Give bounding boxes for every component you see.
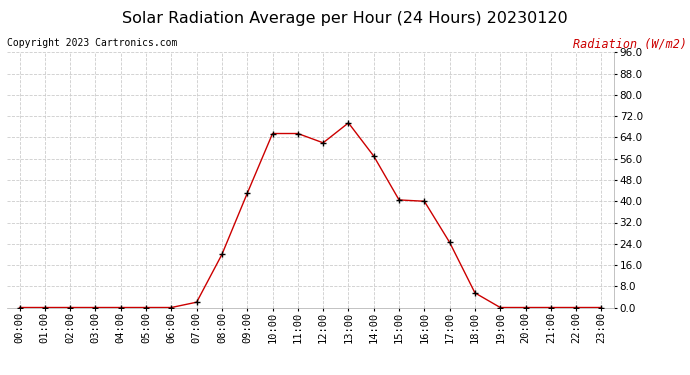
- Text: Copyright 2023 Cartronics.com: Copyright 2023 Cartronics.com: [7, 38, 177, 48]
- Text: Solar Radiation Average per Hour (24 Hours) 20230120: Solar Radiation Average per Hour (24 Hou…: [122, 11, 568, 26]
- Text: Radiation (W/m2): Radiation (W/m2): [573, 38, 687, 51]
